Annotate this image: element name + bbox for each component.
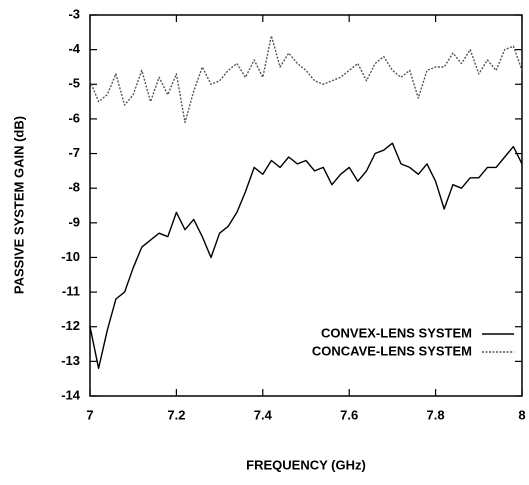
y-tick-label: -4 <box>68 41 80 56</box>
x-axis-label: FREQUENCY (GHz) <box>246 457 366 472</box>
data-line <box>89 142 523 369</box>
x-tick-label: 7 <box>86 407 93 422</box>
legend-label: CONCAVE-LENS SYSTEM <box>312 343 472 358</box>
y-tick-label: -14 <box>61 387 81 402</box>
y-tick-label: -8 <box>68 180 80 195</box>
y-tick-label: -13 <box>61 353 80 368</box>
y-tick-label: -5 <box>68 76 80 91</box>
x-tick-label: 7.8 <box>427 407 445 422</box>
y-tick-label: -9 <box>68 214 80 229</box>
plot-frame <box>89 14 523 397</box>
y-tick-label: -11 <box>62 284 80 299</box>
legend-label: CONVEX-LENS SYSTEM <box>321 325 472 340</box>
y-tick-label: -6 <box>68 110 80 125</box>
data-line <box>89 35 523 124</box>
y-tick-label: -3 <box>68 6 80 21</box>
x-tick-label: 8 <box>518 407 525 422</box>
x-tick-label: 7.4 <box>254 407 273 422</box>
y-tick-label: -10 <box>61 249 80 264</box>
x-tick-label: 7.2 <box>167 407 185 422</box>
y-tick-label: -7 <box>68 145 80 160</box>
y-axis-label: PASSIVE SYSTEM GAIN (dB) <box>11 116 26 294</box>
x-tick-label: 7.6 <box>340 407 358 422</box>
y-tick-label: -12 <box>61 318 80 333</box>
